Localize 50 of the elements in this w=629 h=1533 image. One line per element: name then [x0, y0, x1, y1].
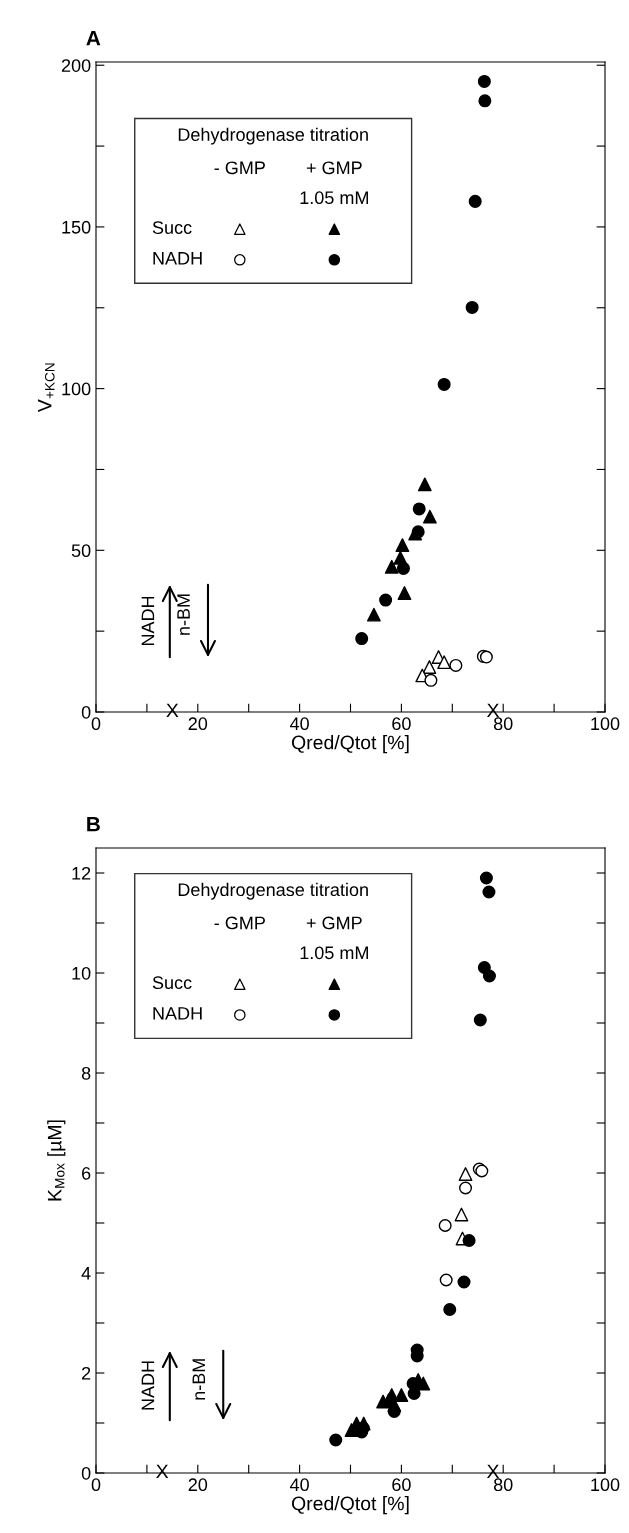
- y-axis-title: K$_{Mox}$ [µM]: [47, 1120, 66, 1201]
- annotation: X: [166, 703, 179, 718]
- x-tick-label: 20: [188, 717, 208, 731]
- annotation: NADH: [141, 1361, 155, 1410]
- y-tick-label: 100: [62, 382, 91, 396]
- x-axis-title: Qred/Qtot [%]: [291, 735, 409, 754]
- y-tick-label: 8: [81, 1066, 91, 1080]
- chart-title: A: [86, 31, 101, 46]
- y-tick-label: 200: [61, 59, 91, 72]
- annotation: + GMP: [306, 916, 362, 930]
- x-tick-label: 80: [493, 717, 513, 731]
- annotation: - GMP: [214, 161, 265, 175]
- annotation: Succ: [152, 976, 192, 990]
- annotation: NADH: [153, 252, 202, 265]
- x-tick-label: 100: [591, 717, 620, 731]
- annotation: 1.05 mM: [300, 191, 368, 205]
- annotation: - GMP: [214, 916, 265, 930]
- y-tick-label: 4: [81, 1267, 91, 1280]
- annotation: X: [486, 1464, 500, 1479]
- annotation: n-BM: [192, 1359, 206, 1400]
- x-axis-title: Qred/Qtot [%]: [291, 1496, 409, 1515]
- chart-title: B: [87, 817, 100, 832]
- annotation: 1.05 mM: [300, 946, 368, 960]
- x-tick-label: 40: [289, 1478, 309, 1492]
- annotation: NADH: [153, 1007, 202, 1020]
- x-tick-label: 80: [493, 1478, 513, 1492]
- x-tick-label: 100: [591, 1478, 620, 1492]
- y-tick-label: 2: [82, 1366, 91, 1380]
- legend-title: Dehydrogenase titration: [178, 127, 368, 145]
- y-tick-label: 0: [81, 705, 91, 719]
- y-axis-title: V$_{+KCN}$: [38, 363, 55, 413]
- legend-title: Dehydrogenase titration: [178, 882, 368, 900]
- y-tick-label: 6: [82, 1166, 91, 1180]
- x-tick-label: 20: [188, 1478, 208, 1492]
- y-tick-label: 0: [81, 1466, 91, 1480]
- x-tick-label: 0: [91, 1478, 101, 1492]
- x-tick-label: 60: [392, 717, 411, 731]
- y-tick-label: 10: [72, 966, 91, 980]
- annotation: n-BM: [177, 594, 190, 635]
- annotation: NADH: [141, 596, 155, 646]
- y-tick-label: 50: [71, 544, 91, 558]
- y-tick-label: 12: [72, 866, 91, 880]
- y-tick-label: 150: [62, 220, 91, 234]
- x-tick-label: 60: [392, 1478, 411, 1492]
- x-tick-label: 40: [289, 717, 309, 731]
- annotation: Succ: [152, 221, 192, 234]
- annotation: X: [486, 703, 500, 718]
- annotation: X: [156, 1464, 169, 1479]
- x-tick-label: 0: [91, 717, 101, 731]
- annotation: + GMP: [306, 161, 362, 175]
